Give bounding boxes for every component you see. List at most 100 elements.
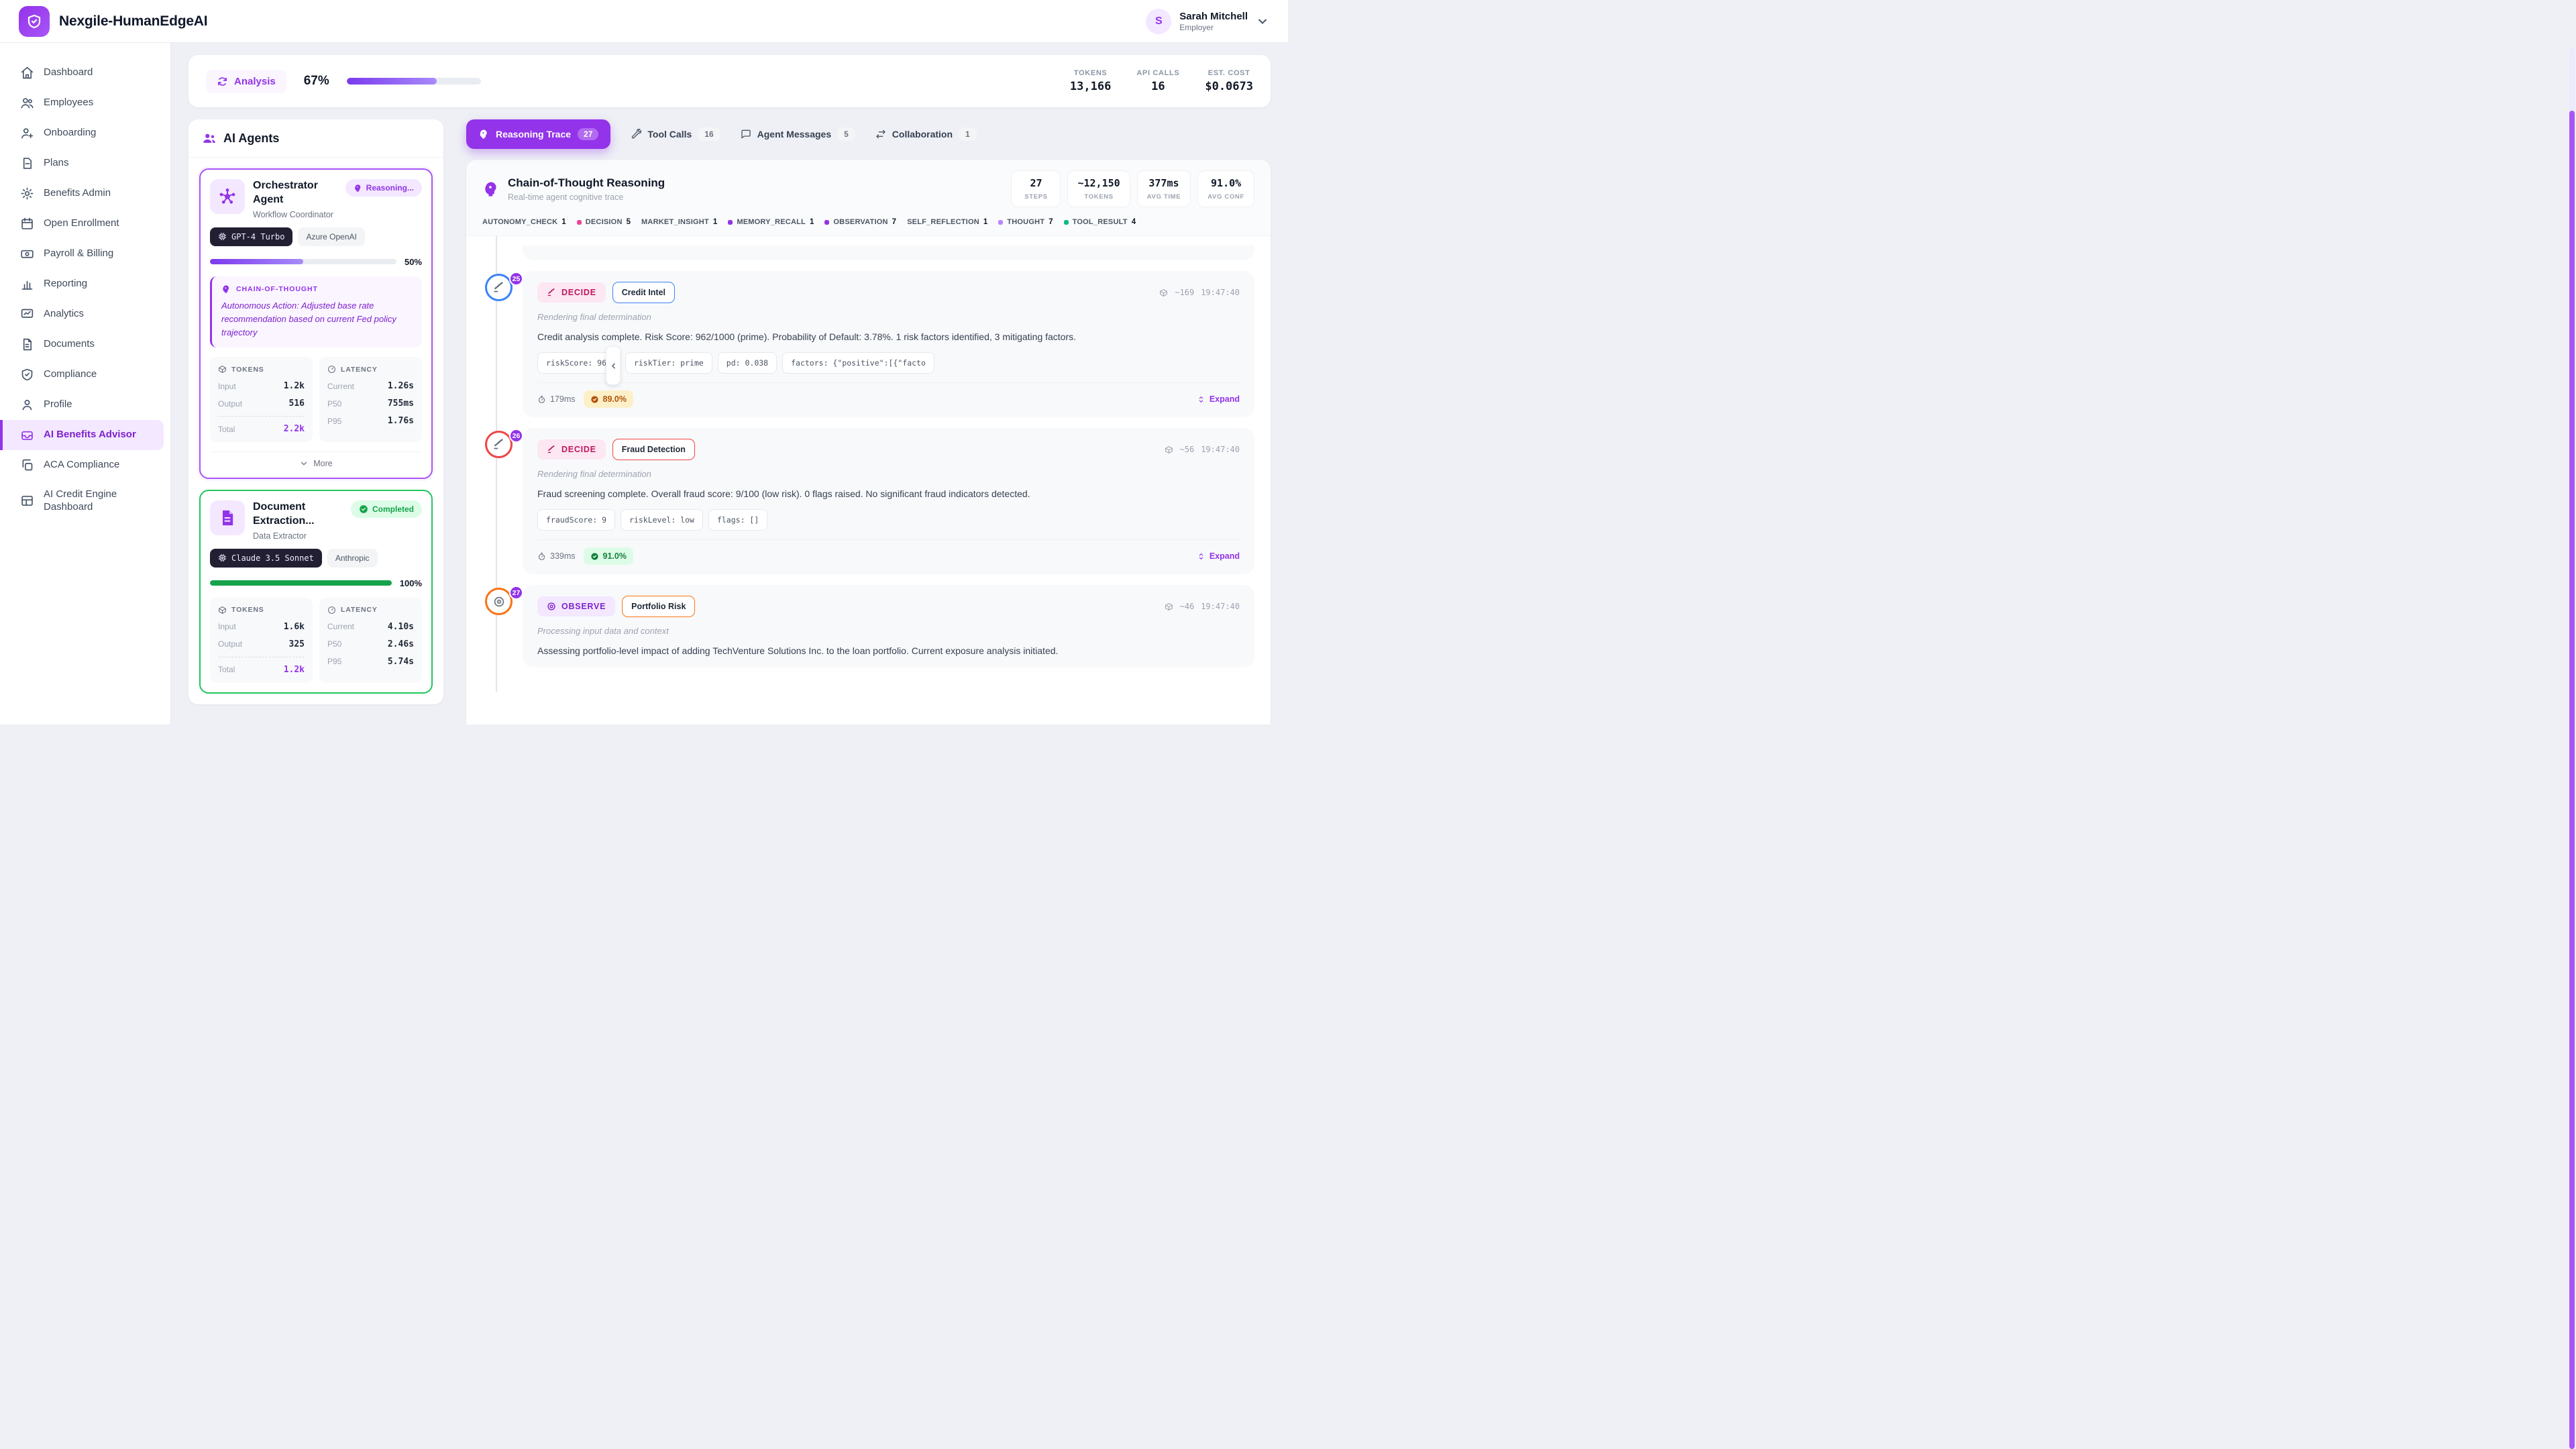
context-chip[interactable]: Portfolio Risk <box>622 596 696 617</box>
tag-filter-market_insight[interactable]: MARKET_INSIGHT 1 <box>641 218 718 226</box>
tab-reasoning-trace[interactable]: Reasoning Trace 27 <box>466 119 611 149</box>
inbox-icon <box>20 428 34 442</box>
sidebar-item-label: Reporting <box>44 278 88 290</box>
stat-est-cost: EST. COST $0.0673 <box>1205 69 1253 93</box>
trace-subtitle: Real-time agent cognitive trace <box>508 192 624 202</box>
entry-time: 19:47:40 <box>1201 288 1240 297</box>
agent-card-document-extraction[interactable]: Document Extraction... Data Extractor Co… <box>199 490 433 694</box>
tag-filter-tool_result[interactable]: TOOL_RESULT 4 <box>1063 218 1136 226</box>
trace-entry: 26 DECIDE <box>482 428 1254 574</box>
trace-stat-tokens: ~12,150 TOKENS <box>1067 170 1130 207</box>
analysis-badge[interactable]: Analysis <box>206 69 286 93</box>
sidebar-item-dashboard[interactable]: Dashboard <box>0 58 164 88</box>
sidebar-item-label: Compliance <box>44 368 97 380</box>
badge-check-icon <box>590 552 599 561</box>
expand-button[interactable]: Expand <box>1197 394 1240 404</box>
tag-filter-thought[interactable]: THOUGHT 7 <box>998 218 1053 226</box>
context-chip[interactable]: Fraud Detection <box>612 439 695 460</box>
expand-button[interactable]: Expand <box>1197 551 1240 561</box>
data-chip: pd: 0.038 <box>717 352 777 374</box>
scrollbar-thumb[interactable] <box>2569 111 2575 1449</box>
step-number-badge: 25 <box>509 272 523 286</box>
agent-progress-percent: 50% <box>404 256 422 267</box>
tab-collaboration[interactable]: Collaboration 1 <box>875 127 977 141</box>
tag-filter-autonomy_check[interactable]: AUTONOMY_CHECK 1 <box>482 218 566 226</box>
sidebar-item-analytics[interactable]: Analytics <box>0 299 164 329</box>
tag-filter-row: AUTONOMY_CHECK 1 DECISION 5 MARKET_INSIGHT 1 M… <box>482 218 1254 226</box>
sidebar-item-open-enrollment[interactable]: Open Enrollment <box>0 209 164 239</box>
tab-count: 1 <box>959 127 977 141</box>
trace-stat-avg-time: 377ms AVG TIME <box>1136 170 1191 207</box>
chevrons-up-down-icon <box>1197 395 1205 404</box>
trace-list[interactable]: 25 DECIDE <box>466 236 1271 692</box>
sidebar-item-profile[interactable]: Profile <box>0 390 164 420</box>
entry-meta: ~56 19:47:40 <box>1165 445 1240 454</box>
agent-name: Orchestrator Agent <box>253 180 318 205</box>
gavel-icon <box>492 438 505 451</box>
page-scrollbar[interactable] <box>2569 47 2575 1449</box>
sidebar-item-compliance[interactable]: Compliance <box>0 360 164 390</box>
agent-progress-bar <box>210 580 392 586</box>
sidebar-item-label: Documents <box>44 338 95 350</box>
sidebar-item-ai-benefits-advisor[interactable]: AI Benefits Advisor <box>0 420 164 450</box>
provider-badge: Anthropic <box>327 548 378 568</box>
agent-card-orchestrator[interactable]: Orchestrator Agent Workflow Coordinator … <box>199 168 433 480</box>
entry-status: Rendering final determination <box>537 469 651 479</box>
badge-check-icon <box>590 395 599 404</box>
avatar: S <box>1146 8 1172 34</box>
sidebar-item-onboarding[interactable]: Onboarding <box>0 118 164 148</box>
sidebar-item-label: ACA Compliance <box>44 459 120 471</box>
confidence-badge: 91.0% <box>583 547 633 565</box>
cot-text: Autonomous Action: Adjusted base rate re… <box>221 300 396 337</box>
more-button[interactable]: More <box>210 451 422 468</box>
sidebar-item-benefits-admin[interactable]: Benefits Admin <box>0 178 164 209</box>
trace-entry: 25 DECIDE <box>482 271 1254 417</box>
gauge-icon <box>327 606 336 614</box>
sidebar-item-plans[interactable]: Plans <box>0 148 164 178</box>
sidebar-item-ai-credit-engine-dashboard[interactable]: AI Credit Engine Dashboard <box>0 480 164 522</box>
user-name: Sarah Mitchell <box>1179 10 1248 22</box>
entry-time: 19:47:40 <box>1201 602 1240 611</box>
collapse-panel-button[interactable] <box>606 346 621 385</box>
latency-box: LATENCY Current 4.10s P50 2.46s P95 5.74s <box>319 597 422 683</box>
eye-icon <box>547 602 556 611</box>
sidebar-item-label: Analytics <box>44 308 85 320</box>
sidebar-item-reporting[interactable]: Reporting <box>0 269 164 299</box>
sidebar-item-employees[interactable]: Employees <box>0 88 164 118</box>
step-type-pill: OBSERVE <box>537 596 616 616</box>
tag-filter-memory_recall[interactable]: MEMORY_RECALL 1 <box>728 218 814 226</box>
tag-filter-decision[interactable]: DECISION 5 <box>576 218 631 226</box>
tag-filter-self_reflection[interactable]: SELF_REFLECTION 1 <box>907 218 988 226</box>
user-menu[interactable]: S Sarah Mitchell Employer <box>1146 8 1269 34</box>
agents-panel-title: AI Agents <box>223 131 280 145</box>
tab-agent-messages[interactable]: Agent Messages 5 <box>741 127 855 141</box>
agent-progress-percent: 100% <box>399 578 422 588</box>
model-badge: Claude 3.5 Sonnet <box>210 548 322 568</box>
entry-meta: ~169 19:47:40 <box>1159 288 1240 297</box>
sidebar-item-payroll-billing[interactable]: Payroll & Billing <box>0 239 164 269</box>
data-chip: fraudScore: 9 <box>537 509 616 531</box>
agent-role: Data Extractor <box>253 531 307 541</box>
sidebar-item-documents[interactable]: Documents <box>0 329 164 360</box>
chevron-down-icon <box>299 459 309 468</box>
user-role: Employer <box>1179 22 1214 32</box>
banknote-icon <box>20 247 34 261</box>
context-chip[interactable]: Credit Intel <box>612 282 676 303</box>
data-chip: riskTier: prime <box>625 352 712 374</box>
tab-tool-calls[interactable]: Tool Calls 16 <box>631 127 720 141</box>
brain-icon <box>354 184 362 193</box>
entry-data-chips: riskScore: 962 riskTier: prime pd: 0.038… <box>537 352 1240 374</box>
previous-entry-clipped <box>523 246 1254 260</box>
timeline-node: 25 <box>485 272 523 301</box>
sidebar-item-label: Onboarding <box>44 127 97 139</box>
brain-icon <box>478 129 489 140</box>
tag-filter-observation[interactable]: OBSERVATION 7 <box>824 218 896 226</box>
sidebar-item-label: Employees <box>44 97 94 109</box>
tag-color-dot <box>998 219 1004 225</box>
stopwatch-icon <box>537 552 546 561</box>
entry-status: Processing input data and context <box>537 626 669 636</box>
copy-icon <box>20 458 34 472</box>
sidebar-item-aca-compliance[interactable]: ACA Compliance <box>0 450 164 480</box>
entry-content: Credit analysis complete. Risk Score: 96… <box>537 331 1077 342</box>
arrows-right-left-icon <box>875 129 886 140</box>
